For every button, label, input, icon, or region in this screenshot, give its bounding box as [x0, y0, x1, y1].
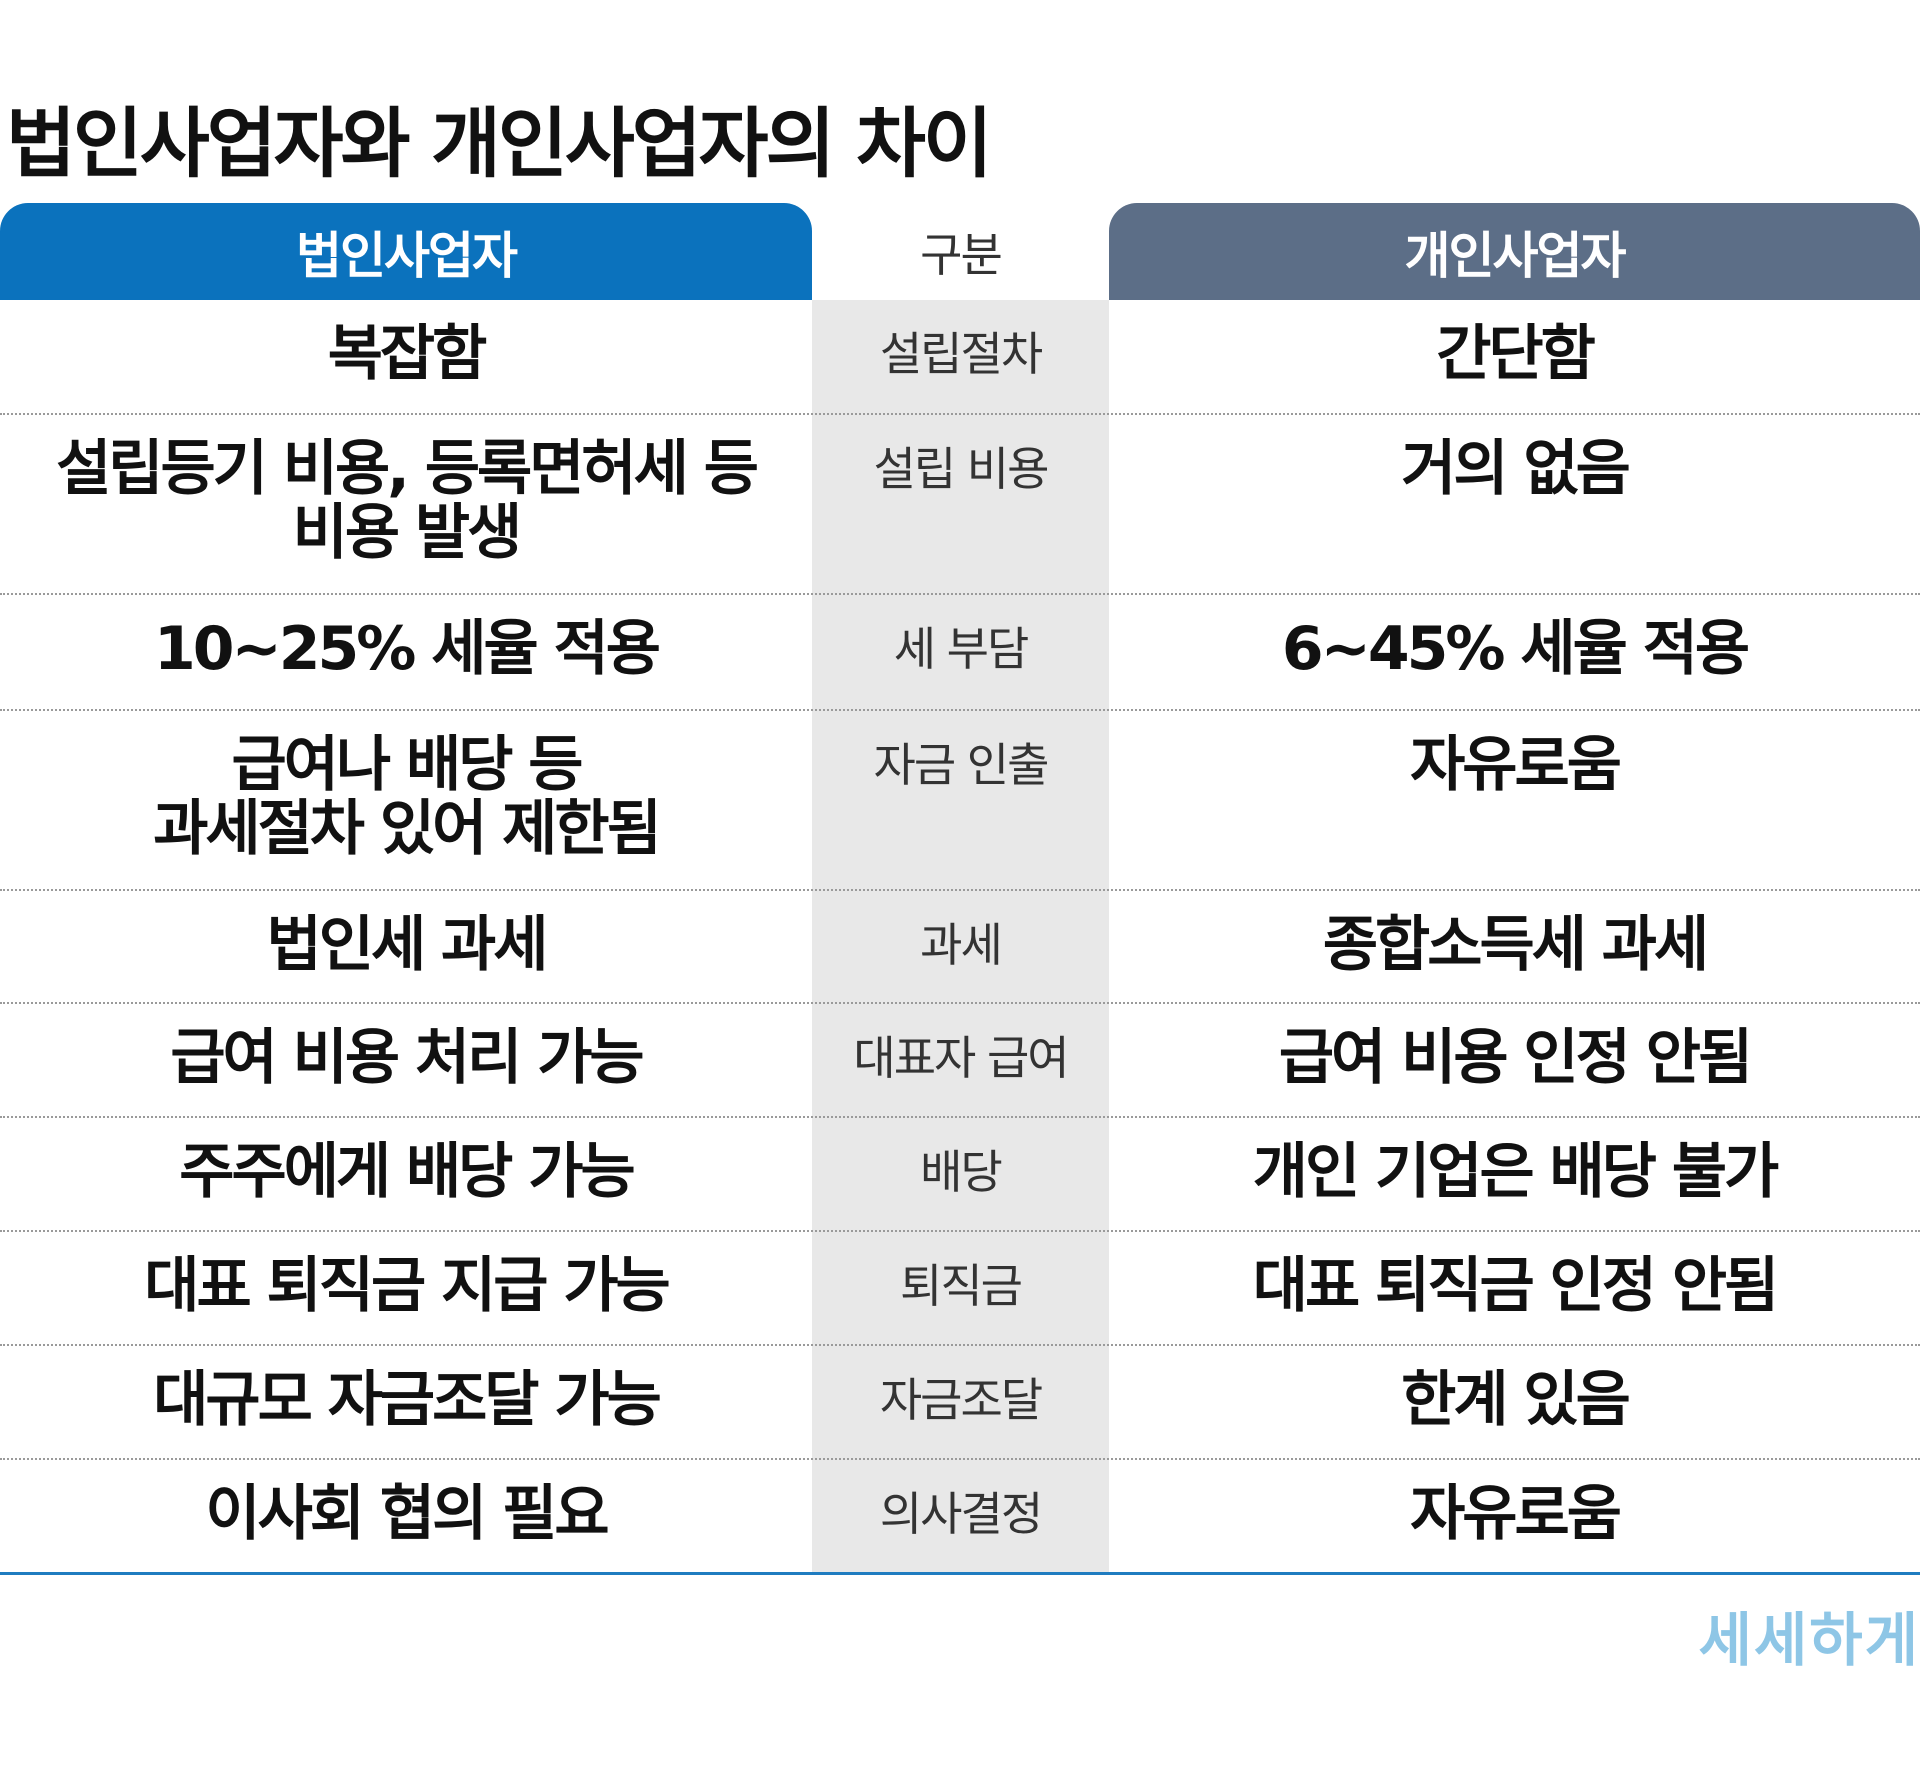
individual-cell: 거의 없음	[1401, 434, 1631, 504]
corporate-cell: 주주에게 배당 가능	[179, 1137, 635, 1207]
table-row: 복잡함 설립절차 간단함	[0, 300, 1920, 415]
comparison-table: 법인사업자 구분 개인사업자 복잡함 설립절차 간단함 설립등기 비용, 등록면…	[0, 203, 1920, 1575]
category-cell: 설립 비용	[873, 442, 1050, 496]
header-corporate: 법인사업자	[0, 203, 812, 300]
individual-cell: 자유로움	[1410, 1479, 1622, 1549]
header-category: 구분	[920, 227, 1003, 282]
table-row: 급여 비용 처리 가능 대표자 급여 급여 비용 인정 안됨	[0, 1004, 1920, 1118]
table-row: 주주에게 배당 가능 배당 개인 기업은 배당 불가	[0, 1118, 1920, 1232]
corporate-cell: 급여나 배당 등 과세절차 있어 제한됨	[153, 730, 662, 864]
corporate-cell: 설립등기 비용, 등록면허세 등 비용 발생	[56, 434, 759, 568]
brand-logo: 세세하게	[1698, 1606, 1920, 1674]
table-body: 복잡함 설립절차 간단함 설립등기 비용, 등록면허세 등 비용 발생 설립 비…	[0, 300, 1920, 1575]
corporate-cell: 대규모 자금조달 가능	[153, 1365, 662, 1435]
individual-cell: 6~45% 세율 적용	[1281, 614, 1750, 684]
individual-cell: 한계 있음	[1401, 1365, 1631, 1435]
table-row: 10~25% 세율 적용 세 부담 6~45% 세율 적용	[0, 595, 1920, 711]
corporate-cell: 이사회 협의 필요	[205, 1479, 609, 1549]
corporate-cell: 대표 퇴직금 지급 가능	[144, 1251, 670, 1321]
category-cell: 배당	[920, 1145, 1003, 1199]
individual-cell: 개인 기업은 배당 불가	[1252, 1137, 1779, 1207]
category-cell: 설립절차	[879, 327, 1043, 381]
page-title: 법인사업자와 개인사업자의 차이	[6, 99, 993, 188]
individual-cell: 급여 비용 인정 안됨	[1278, 1023, 1753, 1093]
category-cell: 과세	[920, 918, 1003, 972]
table-row: 이사회 협의 필요 의사결정 자유로움	[0, 1460, 1920, 1575]
corporate-cell: 10~25% 세율 적용	[154, 614, 661, 684]
table-header: 법인사업자 구분 개인사업자	[0, 203, 1920, 300]
corporate-cell: 법인세 과세	[266, 910, 549, 980]
category-column-background	[812, 300, 1109, 1575]
individual-cell: 종합소득세 과세	[1322, 910, 1709, 980]
table-row: 대규모 자금조달 가능 자금조달 한계 있음	[0, 1346, 1920, 1460]
corporate-cell: 복잡함	[327, 319, 488, 389]
individual-cell: 간단함	[1436, 319, 1596, 389]
corporate-cell: 급여 비용 처리 가능	[170, 1023, 644, 1093]
individual-cell: 대표 퇴직금 인정 안됨	[1252, 1251, 1779, 1321]
category-cell: 의사결정	[879, 1487, 1043, 1541]
category-cell: 자금 인출	[873, 738, 1050, 792]
individual-cell: 자유로움	[1410, 730, 1622, 800]
table-row: 법인세 과세 과세 종합소득세 과세	[0, 891, 1920, 1004]
category-cell: 세 부담	[893, 622, 1030, 676]
category-cell: 퇴직금	[900, 1259, 1023, 1313]
table-row: 급여나 배당 등 과세절차 있어 제한됨 자금 인출 자유로움	[0, 711, 1920, 891]
category-cell: 자금조달	[879, 1373, 1043, 1427]
category-cell: 대표자 급여	[853, 1031, 1069, 1085]
table-row: 설립등기 비용, 등록면허세 등 비용 발생 설립 비용 거의 없음	[0, 415, 1920, 595]
table-row: 대표 퇴직금 지급 가능 퇴직금 대표 퇴직금 인정 안됨	[0, 1232, 1920, 1346]
header-individual: 개인사업자	[1109, 203, 1920, 300]
